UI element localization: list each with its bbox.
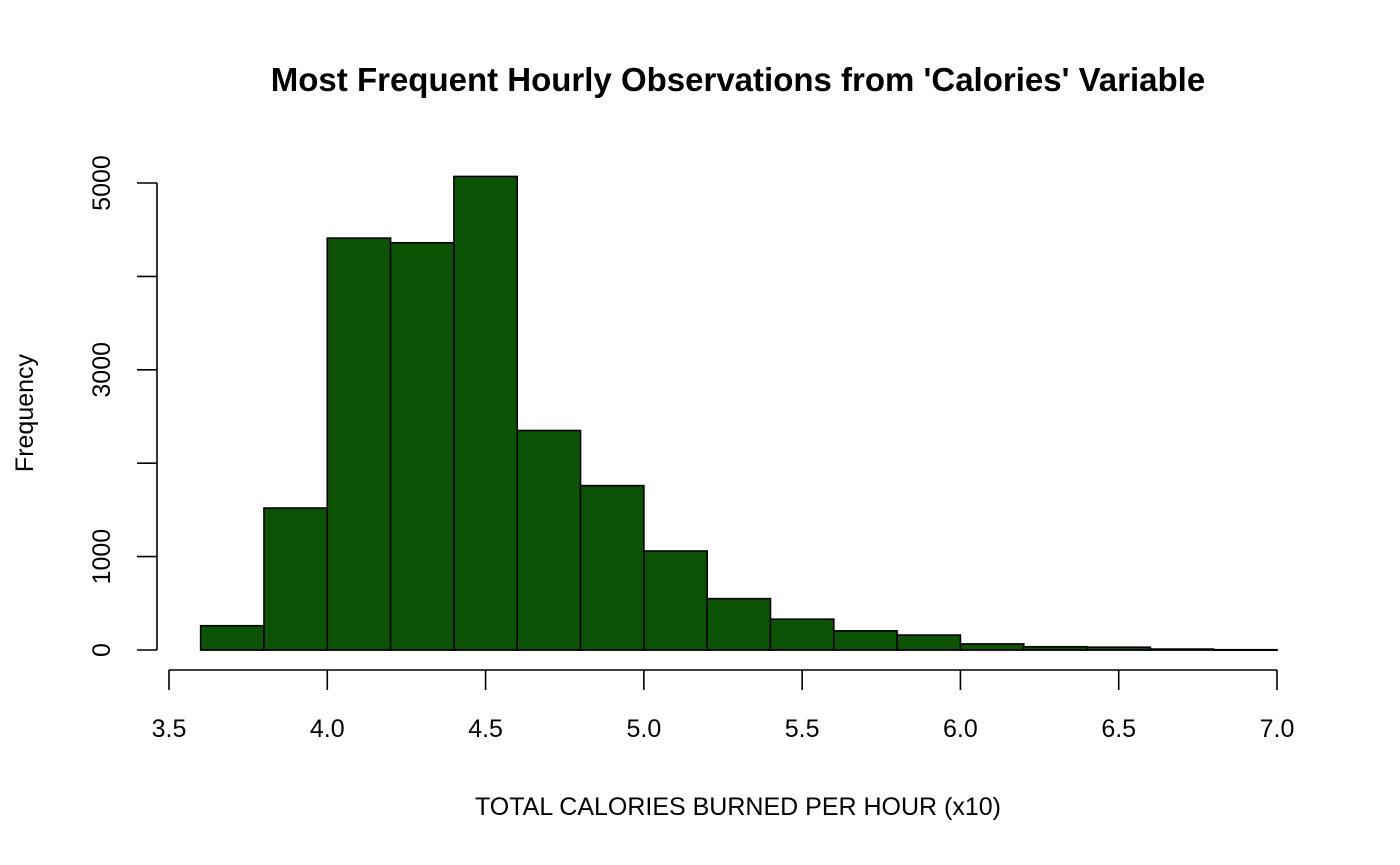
histogram-bar-5 <box>516 429 582 651</box>
y-axis-label: Frequency <box>11 353 39 472</box>
histogram-bar-3 <box>389 241 455 651</box>
y-tick-label: 0 <box>88 643 116 657</box>
y-tick-label: 5000 <box>88 155 116 211</box>
histogram-bar-6 <box>579 484 645 651</box>
x-tick-label: 6.5 <box>1101 715 1136 743</box>
histogram-bar-12 <box>959 643 1025 651</box>
y-tick-label: 3000 <box>88 342 116 398</box>
histogram-bar-8 <box>706 597 772 651</box>
histogram-bar-2 <box>326 237 392 651</box>
chart-title: Most Frequent Hourly Observations from '… <box>271 61 1205 98</box>
x-axis: 3.5 4.0 4.5 5.0 5.5 6.0 6.5 7.0 <box>152 669 1295 743</box>
x-tick-label: 6.0 <box>943 715 978 743</box>
histogram-bar-11 <box>896 634 962 651</box>
histogram-bar-9 <box>769 618 835 651</box>
x-tick-label: 4.0 <box>310 715 345 743</box>
x-tick-label: 5.5 <box>785 715 820 743</box>
histogram-bar-10 <box>832 630 898 651</box>
y-axis: 0 1000 3000 5000 <box>88 155 158 657</box>
histogram-bar-7 <box>643 550 708 651</box>
histogram-bar-4 <box>453 175 519 651</box>
y-tick-label: 1000 <box>88 529 116 585</box>
histogram-bar-0 <box>199 624 265 651</box>
x-tick-label: 7.0 <box>1260 715 1295 743</box>
histogram-bar-1 <box>263 507 329 651</box>
x-axis-label: TOTAL CALORIES BURNED PER HOUR (x10) <box>475 793 1001 821</box>
x-tick-label: 4.5 <box>468 715 503 743</box>
x-tick-label: 5.0 <box>626 715 661 743</box>
bars-group <box>199 175 1278 652</box>
x-tick-label: 3.5 <box>152 715 187 743</box>
